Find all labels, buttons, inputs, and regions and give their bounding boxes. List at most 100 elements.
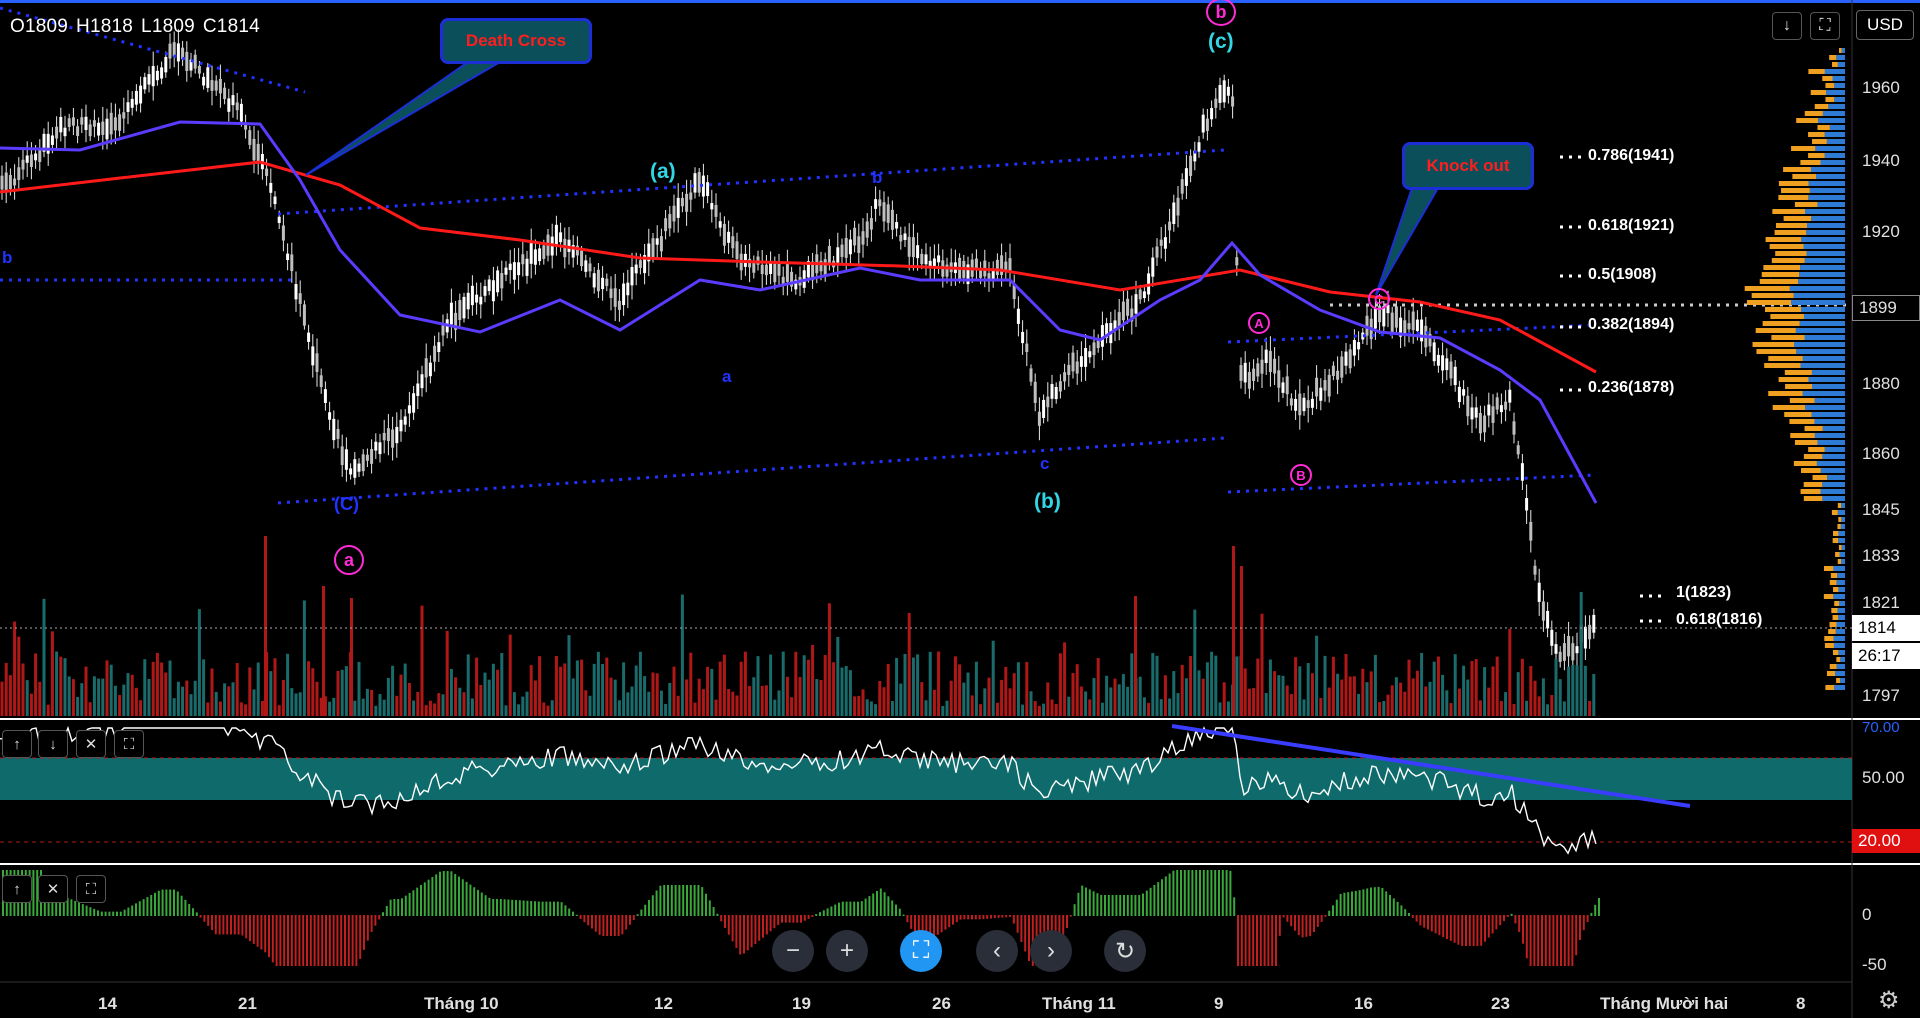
rsi-close-button[interactable]: ✕ <box>76 730 106 758</box>
currency-button[interactable]: USD <box>1856 10 1914 40</box>
death-cross-callout[interactable]: Death Cross <box>440 18 592 64</box>
volume-profile-bar <box>1822 482 1845 487</box>
scroll-down-button[interactable]: ↓ <box>1772 12 1802 40</box>
volume-bar <box>697 678 701 716</box>
volume-bar <box>155 652 159 716</box>
macd-bar <box>914 915 916 936</box>
macd-bar <box>366 915 369 941</box>
volume-profile-bar <box>1824 69 1845 74</box>
volume-profile-bar <box>1799 272 1845 277</box>
volume-profile-bar <box>1778 195 1809 200</box>
candle-body <box>365 454 369 461</box>
candle-body <box>1016 308 1020 324</box>
volume-bar <box>260 700 264 716</box>
rsi-maximize-button[interactable]: ⛶ <box>114 730 144 758</box>
rsi-move-up-button[interactable]: ↑ <box>2 730 32 758</box>
scroll-forward-button[interactable]: › <box>1030 930 1072 972</box>
macd-bar <box>165 889 168 916</box>
volume-bar <box>1592 673 1596 716</box>
scroll-back-button[interactable]: ‹ <box>976 930 1018 972</box>
volume-bar <box>84 666 88 716</box>
candle-body <box>458 300 462 321</box>
volume-profile-bar <box>1768 356 1803 361</box>
candle-body <box>1084 348 1088 367</box>
macd-bar <box>762 915 764 938</box>
macd-close-button[interactable]: ✕ <box>38 875 68 903</box>
volume-bar <box>895 657 899 716</box>
bar-countdown-tag: 26:17 <box>1852 643 1920 669</box>
candle-body <box>1537 582 1541 602</box>
volume-bar <box>462 692 466 716</box>
maximize-button[interactable]: ⛶ <box>1810 12 1840 40</box>
volume-bar <box>916 654 920 716</box>
volume-bar <box>1336 673 1340 716</box>
candle-body <box>882 202 886 222</box>
candle-body <box>277 216 281 224</box>
volume-bar <box>1092 678 1096 716</box>
reset-view-button[interactable]: ⛶ <box>900 930 942 972</box>
candle-body <box>323 389 327 403</box>
macd-bar <box>530 901 533 916</box>
macd-maximize-button[interactable]: ⛶ <box>76 875 106 903</box>
channel-lower-dotted <box>1227 473 1596 494</box>
volume-bar <box>802 655 806 716</box>
candle-body <box>542 245 546 259</box>
volume-bar <box>139 700 143 716</box>
volume-profile-bar <box>1811 216 1845 221</box>
candle-body <box>315 353 319 372</box>
knock-out-callout[interactable]: Knock out <box>1402 142 1534 190</box>
time-tick: 23 <box>1491 994 1510 1013</box>
macd-bar <box>575 914 578 916</box>
volume-bar <box>546 705 550 716</box>
volume-bar <box>617 700 621 716</box>
volume-bar <box>760 685 764 716</box>
macd-move-up-button[interactable]: ↑ <box>2 875 32 903</box>
candle-body <box>122 112 126 119</box>
volume-profile-bar <box>1829 622 1837 627</box>
volume-bar <box>1218 702 1222 716</box>
volume-bar <box>1491 666 1495 716</box>
candle-body <box>1210 108 1214 120</box>
maximize-icon: ⛶ <box>1819 17 1831 34</box>
volume-bar <box>1197 670 1201 716</box>
candle-body <box>890 209 894 230</box>
arrow-up-icon: ↑ <box>13 880 21 898</box>
volume-profile-bar <box>1837 510 1845 515</box>
zoom-in-button[interactable]: + <box>826 930 868 972</box>
volume-bar <box>1407 659 1411 716</box>
volume-bar <box>1415 670 1419 716</box>
volume-bar <box>1323 655 1327 716</box>
volume-bar <box>218 701 222 716</box>
volume-bar <box>1168 698 1172 716</box>
refresh-button[interactable]: ↻ <box>1104 930 1146 972</box>
macd-bar <box>997 915 1000 918</box>
candle-body <box>55 126 59 139</box>
gear-icon[interactable]: ⚙ <box>1878 987 1900 1014</box>
macd-bar <box>591 915 593 929</box>
macd-bar <box>97 910 99 916</box>
time-tick: 26 <box>932 994 951 1013</box>
volume-profile-bar <box>1837 524 1841 529</box>
candle-body <box>59 116 63 133</box>
rsi-move-down-button[interactable]: ↓ <box>38 730 68 758</box>
candle-body <box>147 74 151 85</box>
volume-profile-bar <box>1806 251 1845 256</box>
candle-body <box>1575 646 1579 654</box>
macd-bar <box>629 915 631 925</box>
candle-body <box>491 280 495 302</box>
macd-bar <box>1240 915 1243 966</box>
macd-bar <box>173 889 175 916</box>
volume-profile-bar <box>1778 377 1809 382</box>
volume-bar <box>1562 701 1566 716</box>
macd-bar <box>488 897 491 916</box>
volume-bar <box>1079 686 1083 716</box>
macd-bar <box>431 877 434 916</box>
candle-body <box>722 223 726 246</box>
volume-profile-bar <box>1810 90 1827 95</box>
rsi-tick-50: 50.00 <box>1862 768 1905 787</box>
volume-profile-bar <box>1793 293 1845 298</box>
zoom-out-button[interactable]: − <box>772 930 814 972</box>
volume-profile-bar <box>1841 503 1845 508</box>
macd-bar <box>1263 915 1266 966</box>
